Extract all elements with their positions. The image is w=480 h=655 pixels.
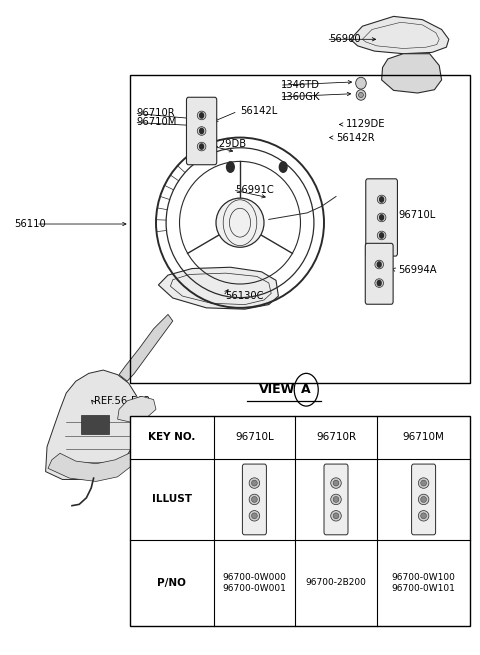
Text: 96700-0W000
96700-0W001: 96700-0W000 96700-0W001 (222, 573, 287, 593)
Ellipse shape (331, 511, 341, 521)
Text: 56110: 56110 (14, 219, 46, 229)
Ellipse shape (377, 213, 386, 222)
Ellipse shape (419, 494, 429, 504)
Text: 56900: 56900 (329, 34, 360, 45)
Ellipse shape (216, 198, 264, 247)
Ellipse shape (249, 478, 260, 489)
Circle shape (380, 215, 384, 220)
Ellipse shape (377, 195, 386, 204)
Circle shape (377, 262, 381, 267)
Ellipse shape (419, 478, 429, 489)
Circle shape (227, 162, 234, 172)
Text: ILLUST: ILLUST (152, 495, 192, 504)
Circle shape (200, 113, 204, 118)
Circle shape (380, 196, 384, 202)
Ellipse shape (197, 111, 206, 120)
Ellipse shape (420, 496, 427, 502)
FancyBboxPatch shape (324, 464, 348, 534)
Bar (130, 416, 470, 626)
Text: 56994A: 56994A (398, 265, 437, 275)
FancyBboxPatch shape (365, 244, 393, 304)
Ellipse shape (419, 511, 429, 521)
Text: A: A (301, 383, 311, 396)
Ellipse shape (375, 260, 384, 269)
Ellipse shape (197, 142, 206, 151)
Circle shape (200, 144, 204, 149)
Text: 1129DB: 1129DB (206, 139, 247, 149)
Ellipse shape (252, 480, 257, 486)
Ellipse shape (356, 90, 366, 100)
Text: 56142R: 56142R (336, 132, 374, 143)
Ellipse shape (249, 511, 260, 521)
Polygon shape (158, 267, 278, 309)
Text: 96710M: 96710M (403, 432, 444, 442)
Text: 96700-2B200: 96700-2B200 (306, 578, 366, 588)
FancyBboxPatch shape (366, 179, 397, 256)
Text: 56130C: 56130C (226, 291, 264, 301)
Text: 96710M: 96710M (137, 117, 177, 128)
FancyBboxPatch shape (186, 97, 216, 164)
Ellipse shape (356, 77, 366, 89)
Text: KEY NO.: KEY NO. (148, 432, 195, 442)
Text: 96710R: 96710R (137, 108, 175, 119)
Ellipse shape (249, 494, 260, 504)
Ellipse shape (331, 494, 341, 504)
Bar (130, 75, 470, 383)
Text: P/NO: P/NO (157, 578, 186, 588)
Text: 56142L: 56142L (240, 106, 277, 117)
Polygon shape (382, 54, 442, 93)
Text: 1360GK: 1360GK (281, 92, 320, 102)
Ellipse shape (377, 231, 386, 240)
Bar (81, 415, 109, 434)
Circle shape (377, 280, 381, 286)
Ellipse shape (420, 513, 427, 519)
Circle shape (380, 233, 384, 238)
Text: 96710L: 96710L (398, 210, 436, 220)
Ellipse shape (252, 513, 257, 519)
Ellipse shape (359, 92, 363, 98)
Text: REF.56-563: REF.56-563 (94, 396, 149, 406)
Polygon shape (48, 449, 139, 481)
Ellipse shape (331, 478, 341, 489)
Ellipse shape (252, 496, 257, 502)
Ellipse shape (333, 480, 339, 486)
Polygon shape (46, 370, 142, 479)
Text: 1346TD: 1346TD (281, 80, 320, 90)
Polygon shape (118, 396, 156, 422)
Ellipse shape (333, 496, 339, 502)
Polygon shape (119, 314, 173, 381)
Ellipse shape (375, 279, 384, 288)
Text: VIEW: VIEW (259, 383, 296, 396)
Ellipse shape (333, 513, 339, 519)
FancyBboxPatch shape (242, 464, 266, 534)
Text: 96710R: 96710R (316, 432, 356, 442)
Circle shape (200, 128, 204, 134)
Text: 96710L: 96710L (235, 432, 274, 442)
FancyBboxPatch shape (412, 464, 436, 534)
Ellipse shape (197, 126, 206, 136)
Text: 56991C: 56991C (235, 185, 274, 195)
Circle shape (279, 162, 287, 172)
Text: 1129DE: 1129DE (346, 119, 385, 130)
Polygon shape (350, 16, 449, 54)
Text: 96700-0W100
96700-0W101: 96700-0W100 96700-0W101 (392, 573, 456, 593)
Ellipse shape (420, 480, 427, 486)
